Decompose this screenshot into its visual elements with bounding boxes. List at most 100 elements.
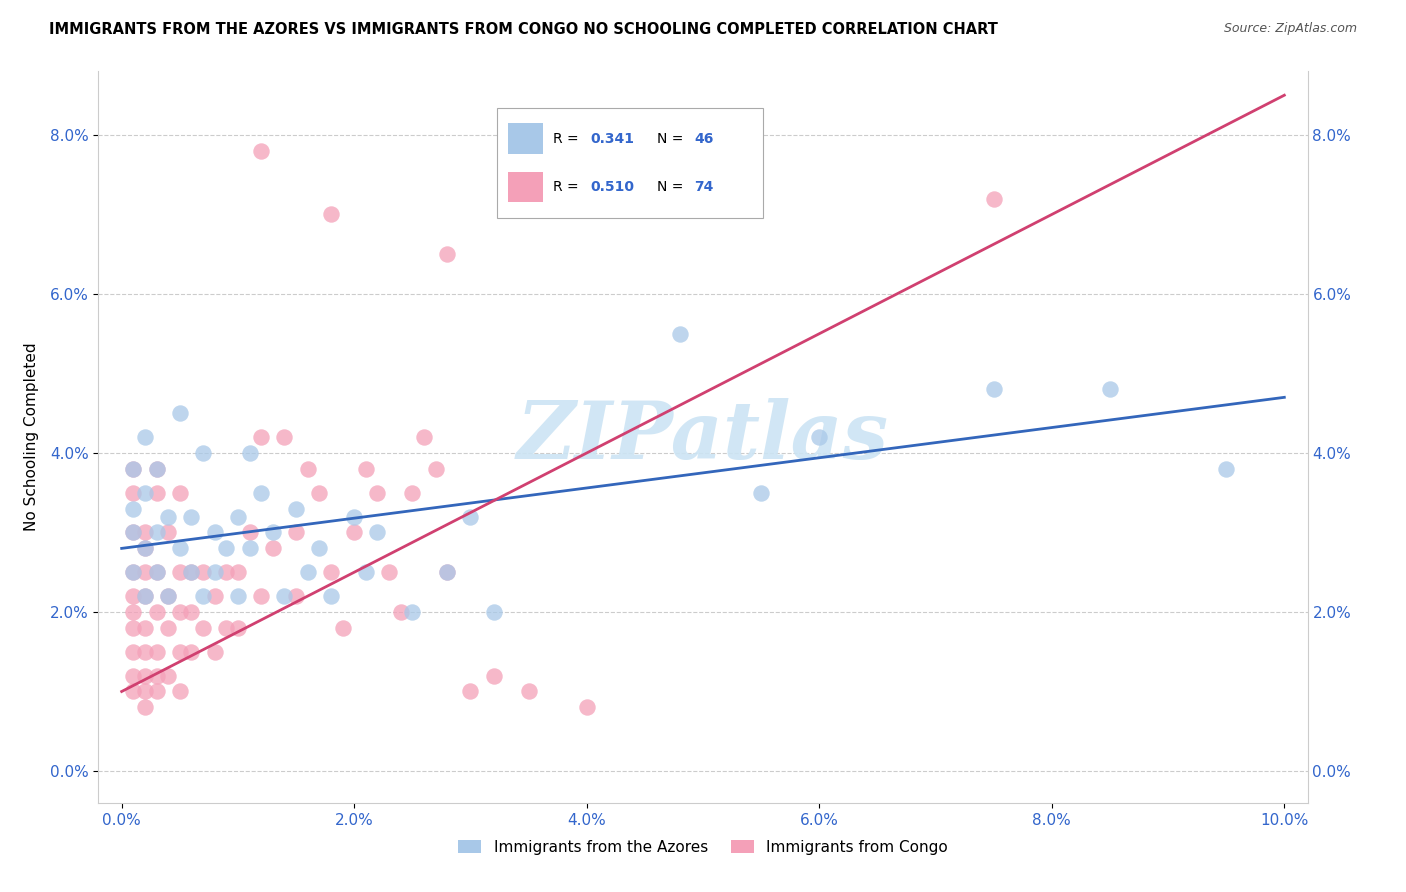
Point <box>575 700 598 714</box>
Point <box>145 605 167 619</box>
Point <box>122 525 145 540</box>
Point <box>413 430 436 444</box>
Point <box>122 462 145 476</box>
Point <box>319 589 342 603</box>
Point <box>191 446 214 460</box>
Point <box>808 430 831 444</box>
Point <box>180 566 202 580</box>
Point <box>460 684 482 698</box>
Point <box>157 621 180 635</box>
Point <box>145 645 167 659</box>
Point <box>122 566 145 580</box>
Point <box>285 501 308 516</box>
Point <box>122 462 145 476</box>
Point <box>436 247 458 261</box>
Point <box>749 485 772 500</box>
Point <box>145 566 167 580</box>
Point <box>180 566 202 580</box>
Point <box>122 668 145 682</box>
Point <box>157 525 180 540</box>
Point <box>169 566 191 580</box>
Point <box>134 566 156 580</box>
Point <box>180 509 202 524</box>
Point <box>145 462 167 476</box>
Point <box>191 566 214 580</box>
Point <box>332 621 354 635</box>
Point <box>273 589 295 603</box>
Point <box>145 566 167 580</box>
Point <box>215 566 238 580</box>
Y-axis label: No Schooling Completed: No Schooling Completed <box>24 343 39 532</box>
Point <box>122 684 145 698</box>
Point <box>517 684 540 698</box>
Point <box>122 566 145 580</box>
Point <box>180 645 202 659</box>
Point <box>401 605 423 619</box>
Point <box>215 541 238 556</box>
Point <box>308 541 330 556</box>
Point <box>122 525 145 540</box>
Point <box>319 566 342 580</box>
Point <box>297 462 319 476</box>
Point <box>354 566 377 580</box>
Point <box>250 485 273 500</box>
Point <box>1098 383 1121 397</box>
Point <box>366 485 388 500</box>
Point <box>226 566 249 580</box>
Point <box>169 406 191 420</box>
Point <box>226 509 249 524</box>
Point <box>1215 462 1237 476</box>
Point <box>239 525 262 540</box>
Point <box>983 192 1005 206</box>
Point <box>250 144 273 158</box>
Point <box>145 684 167 698</box>
Point <box>215 621 238 635</box>
Point <box>134 589 156 603</box>
Point <box>460 509 482 524</box>
Point <box>308 485 330 500</box>
Point <box>378 566 401 580</box>
Point <box>250 589 273 603</box>
Point <box>354 462 377 476</box>
Point <box>204 589 226 603</box>
Point <box>169 645 191 659</box>
Point <box>122 589 145 603</box>
Point <box>262 525 284 540</box>
Point <box>122 501 145 516</box>
Text: Source: ZipAtlas.com: Source: ZipAtlas.com <box>1223 22 1357 36</box>
Point <box>297 566 319 580</box>
Point <box>134 668 156 682</box>
Point <box>122 621 145 635</box>
Point <box>157 589 180 603</box>
Point <box>134 589 156 603</box>
Point <box>145 668 167 682</box>
Point <box>425 462 447 476</box>
Point <box>169 684 191 698</box>
Point <box>668 326 690 341</box>
Point <box>134 684 156 698</box>
Point <box>169 605 191 619</box>
Point <box>169 541 191 556</box>
Point <box>134 485 156 500</box>
Point <box>389 605 412 619</box>
Point <box>482 668 505 682</box>
Point <box>285 525 308 540</box>
Point <box>134 645 156 659</box>
Point <box>134 621 156 635</box>
Point <box>239 541 262 556</box>
Point <box>134 541 156 556</box>
Point <box>226 589 249 603</box>
Text: ZIPatlas: ZIPatlas <box>517 399 889 475</box>
Point <box>157 589 180 603</box>
Point <box>145 462 167 476</box>
Point <box>122 605 145 619</box>
Point <box>204 525 226 540</box>
Point <box>145 485 167 500</box>
Point <box>239 446 262 460</box>
Point <box>134 700 156 714</box>
Point <box>157 509 180 524</box>
Point <box>169 485 191 500</box>
Point <box>343 525 366 540</box>
Point <box>250 430 273 444</box>
Point <box>285 589 308 603</box>
